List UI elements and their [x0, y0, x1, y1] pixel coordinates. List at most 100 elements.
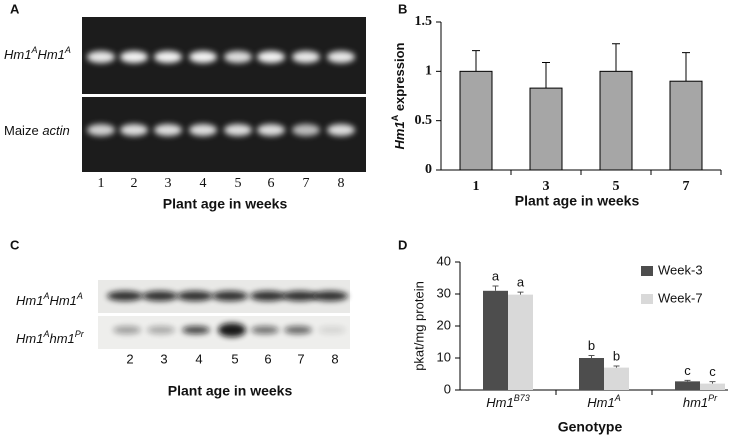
gel-band [257, 124, 285, 136]
y-tick-label: 10 [437, 349, 451, 364]
error-bar [612, 43, 620, 72]
gel-band [189, 124, 217, 136]
text-part: Hm1 [587, 395, 614, 410]
text-part: A [614, 393, 621, 403]
bar [599, 70, 633, 171]
error-bar [492, 285, 499, 291]
bar [508, 294, 533, 390]
error-bar [588, 354, 595, 358]
y-tick-label: 20 [437, 317, 451, 332]
blot-band [113, 326, 141, 334]
blot-band [318, 326, 346, 334]
lane-label: 4 [200, 176, 207, 191]
gel-band [327, 51, 355, 63]
bar [675, 381, 700, 390]
text-part: actin [42, 123, 69, 138]
panel-label: D [398, 237, 407, 252]
gel-band [292, 124, 320, 136]
text-part: Hm1 [16, 293, 43, 308]
bar [459, 70, 493, 171]
text-part: A [42, 291, 49, 301]
x-tick-label: 1 [473, 179, 480, 194]
significance-letter: b [613, 348, 620, 363]
text-part: A [76, 291, 83, 301]
panel-label: C [10, 237, 20, 252]
text-part: B73 [514, 393, 530, 403]
text-part: A [42, 329, 49, 339]
lane-label: 3 [160, 351, 167, 366]
error-bar [684, 379, 691, 382]
gel-band [154, 124, 182, 136]
text-part: Hm1 [486, 395, 513, 410]
gel-band [87, 51, 115, 63]
bar [700, 383, 725, 390]
lane-label: 5 [231, 351, 238, 366]
significance-letter: c [684, 363, 691, 378]
y-tick-label: 40 [437, 253, 451, 268]
blot-band [312, 291, 348, 301]
lane-label: 1 [98, 176, 105, 191]
y-tick-label: 30 [437, 285, 451, 300]
gel-image [82, 97, 366, 172]
text-part: A [30, 45, 37, 55]
gel-band [120, 124, 148, 136]
lane-label: 2 [131, 176, 138, 191]
x-axis-label: Plant age in weeks [168, 383, 293, 399]
gel-band [120, 51, 148, 63]
error-bar [517, 291, 524, 295]
text-part: Hm1 [16, 331, 43, 346]
bar [604, 367, 629, 390]
text-part: A [64, 45, 71, 55]
lane-label: 7 [297, 351, 304, 366]
x-tick-label: 7 [683, 179, 690, 194]
blot-band [147, 326, 175, 334]
row-label: Maize actin [4, 123, 70, 138]
lane-label: 5 [235, 176, 242, 191]
y-tick-label: 1 [425, 64, 432, 79]
error-bar [682, 52, 690, 82]
y-tick-label: 0 [425, 162, 432, 177]
blot-band [284, 326, 312, 334]
y-axis-label: Hm1A expression [390, 42, 407, 149]
blot-band [218, 323, 246, 337]
gel-band [154, 51, 182, 63]
text-part: Pr [708, 393, 718, 403]
lane-label: 6 [264, 351, 271, 366]
row-label: Hm1AHm1A [4, 45, 71, 62]
bar [669, 80, 703, 171]
gel-band [189, 51, 217, 63]
error-bar [472, 50, 480, 72]
x-axis-label: Plant age in weeks [515, 193, 640, 209]
gel-band [224, 51, 252, 63]
error-bar [613, 365, 620, 368]
gel-band [224, 124, 252, 136]
bar [529, 87, 563, 171]
significance-letter: c [709, 364, 716, 379]
significance-letter: b [588, 338, 595, 353]
gel-band [327, 124, 355, 136]
gel-band [87, 124, 115, 136]
text-part: Pr [75, 329, 85, 339]
gel-band [257, 51, 285, 63]
x-axis-label: Genotype [558, 419, 623, 435]
blot-band [251, 326, 279, 334]
lane-label: 4 [195, 351, 202, 366]
legend-label: Week-3 [658, 262, 703, 277]
blot-band [212, 291, 248, 301]
row-label: Hm1AHm1A [16, 291, 83, 308]
blot-band [177, 291, 213, 301]
y-tick-label: 0 [444, 381, 451, 396]
text-part: Maize [4, 123, 39, 138]
lane-label: 3 [165, 176, 172, 191]
panel-label: B [398, 1, 407, 16]
x-tick-label: Hm1B73 [486, 393, 529, 410]
x-tick-label: 3 [543, 179, 550, 194]
lane-label: 7 [303, 176, 310, 191]
row-label: Hm1Ahm1Pr [16, 329, 85, 346]
legend-swatch [641, 266, 653, 276]
error-bar [542, 61, 550, 89]
error-bar [709, 381, 716, 384]
y-tick-label: 0.5 [415, 113, 433, 128]
y-axis-label: pkat/mg protein [411, 281, 426, 371]
